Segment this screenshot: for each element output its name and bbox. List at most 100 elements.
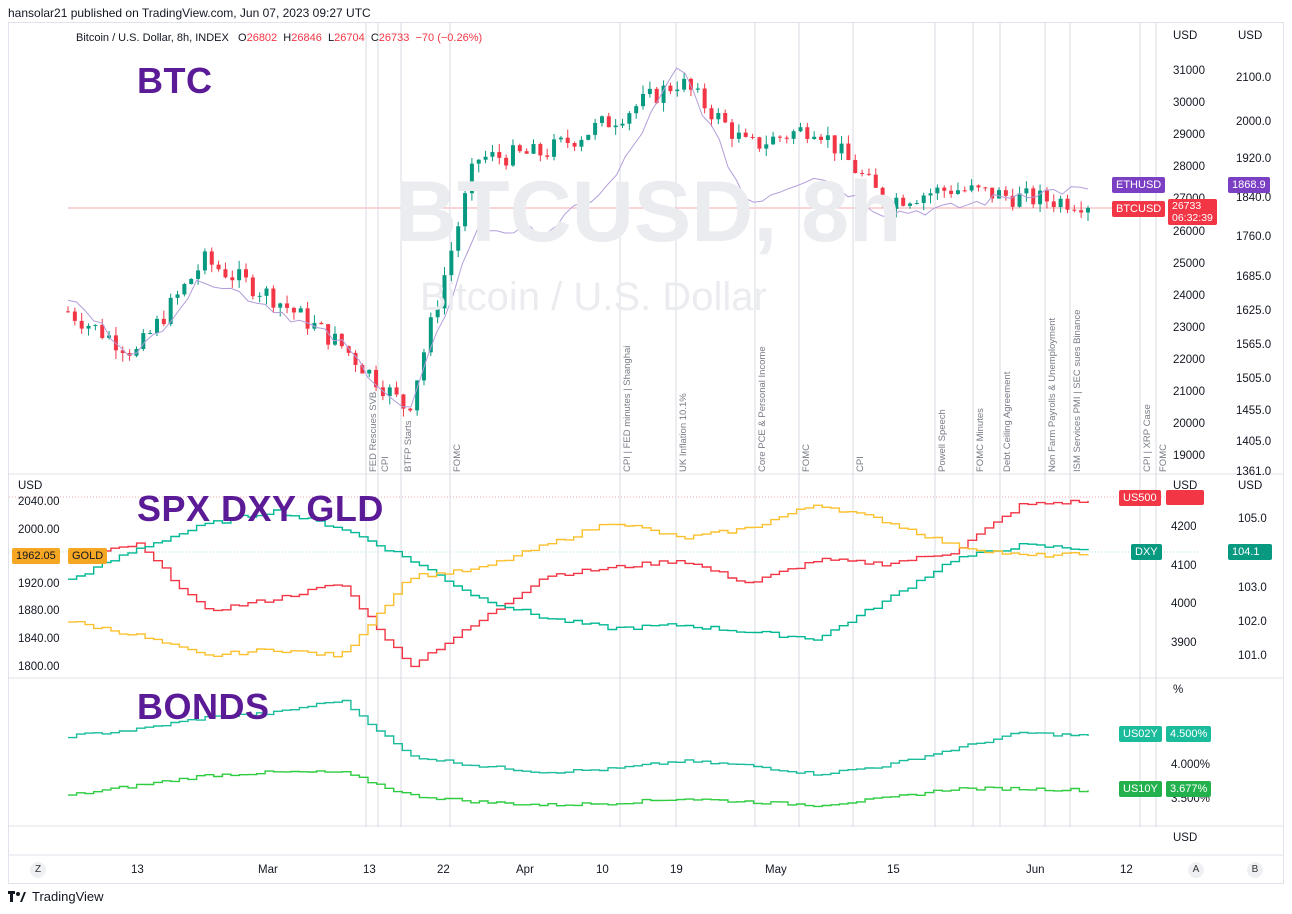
dxy-price-tick: 105.0 bbox=[1238, 513, 1267, 525]
series-line-ethusd bbox=[67, 67, 1089, 408]
tradingview-footer[interactable]: TradingView bbox=[8, 889, 104, 904]
symbol-legend[interactable]: Bitcoin / U.S. Dollar, 8h, INDEX O26802 … bbox=[76, 32, 482, 44]
btc-candle-body bbox=[990, 187, 995, 199]
btc-candle-body bbox=[168, 297, 173, 325]
event-label: Powell Speech bbox=[937, 409, 948, 472]
btc-candle-body bbox=[1010, 195, 1015, 207]
btc-candle-body bbox=[935, 187, 940, 194]
gold-axis-unit: USD bbox=[18, 480, 43, 492]
btc-candle-body bbox=[723, 112, 728, 123]
dxy-tag-value: 104.1 bbox=[1228, 544, 1272, 560]
btc-candle-body bbox=[1079, 210, 1084, 213]
btc-price-tick: 28000 bbox=[1173, 161, 1205, 174]
btc-candle-body bbox=[161, 318, 166, 325]
event-label: FOMC bbox=[452, 444, 463, 472]
dxy-price-tick: 103.0 bbox=[1238, 582, 1267, 594]
btc-panel-title: BTC bbox=[137, 60, 213, 101]
btc-candle-body bbox=[387, 387, 392, 397]
series-line-dxy bbox=[68, 509, 1089, 641]
bonds-axis-unit: % bbox=[1173, 684, 1184, 696]
btc-candle-body bbox=[1031, 188, 1036, 205]
legend-high: 26846 bbox=[291, 32, 322, 44]
auto-scale-button[interactable]: A bbox=[1188, 862, 1204, 878]
btc-candle-body bbox=[1058, 198, 1063, 208]
spx-price-tick: 3900 bbox=[1171, 637, 1197, 649]
btc-candle-body bbox=[709, 108, 714, 120]
btc-candle-body bbox=[545, 155, 550, 157]
btc-candle-body bbox=[1038, 190, 1043, 205]
event-label: CPI bbox=[380, 456, 391, 472]
btc-candle-body bbox=[86, 325, 91, 329]
btc-candle-body bbox=[873, 174, 878, 188]
btc-price-tick: 25000 bbox=[1173, 257, 1205, 270]
btc-candle-body bbox=[962, 190, 967, 192]
eth-price-tick: 1361.0 bbox=[1236, 466, 1272, 478]
btc-price-tick: 23000 bbox=[1173, 321, 1205, 334]
gold-price-tick: 2000.00 bbox=[18, 524, 60, 536]
btc-candle-body bbox=[579, 139, 584, 147]
legend-l-label: L bbox=[327, 32, 335, 44]
event-label: ISM Services PMI | SEC sues Binance bbox=[1072, 309, 1083, 472]
btc-candle-body bbox=[887, 204, 892, 209]
btc-candle-body bbox=[620, 123, 625, 126]
btc-candle-body bbox=[442, 275, 447, 309]
event-label: UK Inflation 10.1% bbox=[678, 393, 689, 472]
btc-candle-body bbox=[250, 277, 255, 297]
btc-candle-body bbox=[901, 197, 906, 206]
gold-price-tick: 2040.00 bbox=[18, 496, 60, 508]
btc-candle-body bbox=[805, 127, 810, 139]
btc-candle-body bbox=[914, 202, 919, 204]
btc-candle-body bbox=[469, 163, 474, 194]
published-by-text: hansolar21 published on TradingView.com,… bbox=[8, 6, 371, 20]
series-line-us10y bbox=[68, 770, 1089, 808]
btc-candle-body bbox=[997, 190, 1002, 199]
btc-candle-body bbox=[572, 143, 577, 147]
btc-price-tick: 21000 bbox=[1173, 386, 1205, 398]
btc-price-tick: 22000 bbox=[1173, 353, 1205, 366]
btc-price-tick: 31000 bbox=[1173, 65, 1205, 77]
btc-price-tick: 29000 bbox=[1173, 129, 1205, 142]
btc-candle-body bbox=[702, 88, 707, 109]
legend-o-label: O bbox=[238, 32, 247, 44]
b-button[interactable]: B bbox=[1247, 862, 1263, 878]
event-label: Debt Ceiling Agreement bbox=[1002, 371, 1013, 472]
eth-price-tick: 1405.0 bbox=[1236, 436, 1272, 448]
btc-candle-body bbox=[93, 324, 98, 326]
time-axis-tick: 13 bbox=[363, 864, 376, 876]
btc-candle-body bbox=[408, 408, 413, 411]
btc-candle-body bbox=[264, 288, 269, 296]
time-axis-tick: Mar bbox=[258, 864, 278, 876]
btc-candle-body bbox=[380, 387, 385, 397]
btc-candle-body bbox=[764, 144, 769, 149]
btc-candle-body bbox=[415, 380, 420, 411]
btc-candle-body bbox=[120, 350, 125, 354]
btc-candle-body bbox=[497, 152, 502, 158]
btc-candle-body bbox=[72, 311, 77, 321]
eth-price-tick: 1920.0 bbox=[1236, 153, 1272, 165]
btc-candle-body bbox=[100, 324, 105, 338]
zoom-button[interactable]: Z bbox=[30, 862, 46, 878]
event-label: FOMC bbox=[1158, 444, 1169, 472]
eth-price-tick: 1840.0 bbox=[1236, 192, 1272, 204]
btc-price-tick: 20000 bbox=[1173, 418, 1205, 431]
btcusd-price: 26733 bbox=[1172, 200, 1202, 212]
bottom-axis-unit: USD bbox=[1173, 832, 1198, 844]
btc-candle-body bbox=[1003, 190, 1008, 196]
btc-candle-body bbox=[504, 157, 509, 166]
spx-price-tick: 4100 bbox=[1171, 560, 1197, 572]
btc-candle-body bbox=[332, 333, 337, 345]
btc-candle-body bbox=[209, 251, 214, 265]
legend-change: −70 (−0.26%) bbox=[415, 32, 483, 44]
btc-candle-body bbox=[771, 136, 776, 145]
time-axis-tick: 12 bbox=[1120, 864, 1133, 876]
event-label: BTFP Starts bbox=[403, 420, 414, 472]
btc-candle-body bbox=[682, 78, 687, 90]
btc-candle-body bbox=[647, 88, 652, 94]
btc-candle-body bbox=[298, 308, 303, 313]
watermark-name: Bitcoin / U.S. Dollar bbox=[420, 275, 767, 319]
btc-candle-body bbox=[517, 145, 522, 152]
btc-candle-body bbox=[853, 160, 858, 173]
time-axis-tick: 13 bbox=[131, 864, 144, 876]
btc-candle-body bbox=[777, 136, 782, 138]
